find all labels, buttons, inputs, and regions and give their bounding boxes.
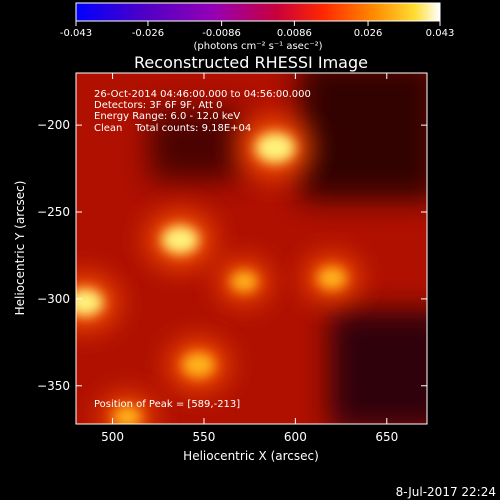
x-tick-label: 550 xyxy=(193,430,216,444)
colorbar-ticks: -0.043 -0.026 -0.0086 0.0086 0.026 0.043 xyxy=(60,21,454,39)
y-tick-label: −250 xyxy=(37,205,70,219)
y-tick-label: −350 xyxy=(37,379,70,393)
peak-position-label: Position of Peak = [589,-213] xyxy=(94,399,240,410)
colorbar-tick-label: 0.026 xyxy=(354,28,383,39)
y-tick-label: −300 xyxy=(37,292,70,306)
colorbar-tick-label: -0.043 xyxy=(60,28,92,39)
chart-title: Reconstructed RHESSI Image xyxy=(134,53,368,72)
colorbar-gradient xyxy=(75,2,441,22)
x-axis-label: Heliocentric X (arcsec) xyxy=(183,449,319,463)
dark-region-top-right xyxy=(300,73,427,200)
x-tick-label: 500 xyxy=(101,430,124,444)
emission-source-core xyxy=(161,225,199,254)
emission-source-core xyxy=(182,352,215,378)
colorbar-tick-label: 0.0086 xyxy=(277,28,312,39)
colorbar-tick-label: -0.0086 xyxy=(202,28,241,39)
y-axis-label: Heliocentric Y (arcsec) xyxy=(13,181,27,316)
emission-source-core xyxy=(76,288,104,316)
x-axis: 500 550 600 650 xyxy=(101,73,398,444)
emission-source-core xyxy=(230,271,258,292)
y-axis: −200 −250 −300 −350 xyxy=(37,118,427,393)
y-tick-label: −200 xyxy=(37,118,70,132)
plot-frame xyxy=(75,72,428,425)
emission-source-core xyxy=(255,132,296,163)
emission-source-core xyxy=(317,267,347,290)
annotation-line-1: 26-Oct-2014 04:46:00.000 to 04:56:00.000 xyxy=(94,89,311,100)
x-tick-label: 650 xyxy=(375,430,398,444)
colorbar-tick-label: -0.026 xyxy=(132,28,164,39)
colorbar-tick-label: 0.043 xyxy=(426,28,455,39)
colorbar: -0.043 -0.026 -0.0086 0.0086 0.026 0.043 (pho… xyxy=(60,2,454,52)
annotation-line-3: Energy Range: 6.0 - 12.0 keV xyxy=(94,111,240,122)
emission-source-core xyxy=(113,406,142,424)
plot-area: 500 550 600 650 −200 −250 −300 −350 26-Oct-201… xyxy=(37,72,428,444)
source-layer xyxy=(76,117,360,424)
annotation-line-4: Clean Total counts: 9.18E+04 xyxy=(94,123,251,134)
annotation-line-2: Detectors: 3F 6F 9F, Att 0 xyxy=(94,100,222,111)
colorbar-unit-label: (photons cm⁻² s⁻¹ asec⁻²) xyxy=(193,41,322,52)
x-tick-label: 600 xyxy=(284,430,307,444)
annotation-block: 26-Oct-2014 04:46:00.000 to 04:56:00.000… xyxy=(94,89,311,134)
date-stamp: 8-Jul-2017 22:24 xyxy=(396,485,496,499)
dark-region-top-center xyxy=(150,110,240,180)
dark-region-bottom-right xyxy=(330,310,427,424)
